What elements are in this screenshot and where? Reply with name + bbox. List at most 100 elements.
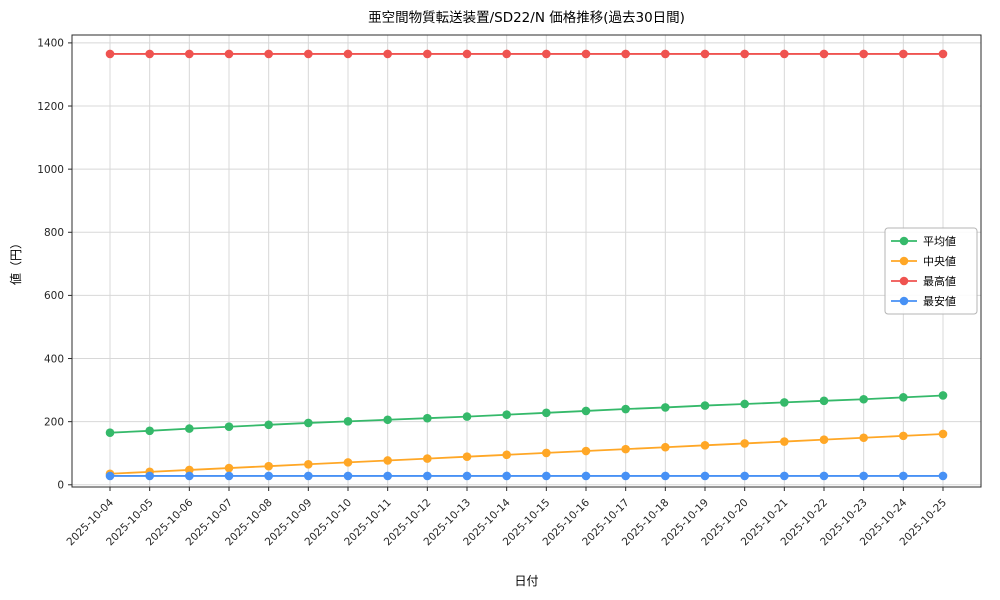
- data-point: [224, 471, 234, 481]
- data-point: [740, 399, 749, 409]
- legend-marker-icon: [899, 296, 909, 306]
- data-point: [581, 471, 591, 481]
- legend-item-1: 中央値: [891, 255, 956, 268]
- data-point: [938, 391, 948, 400]
- data-point: [304, 418, 313, 428]
- data-point: [740, 439, 749, 448]
- data-point: [105, 49, 115, 59]
- data-point: [740, 471, 749, 481]
- data-point: [264, 461, 273, 471]
- svg-text:400: 400: [44, 353, 64, 365]
- data-point: [819, 435, 829, 444]
- data-point: [899, 49, 908, 59]
- data-point: [383, 415, 392, 425]
- data-point: [224, 49, 234, 59]
- data-point: [938, 49, 948, 59]
- data-point: [938, 429, 948, 439]
- data-point: [185, 471, 194, 481]
- data-point: [938, 471, 948, 481]
- data-point: [304, 471, 313, 481]
- y-axis: 0 200 400 600 800 1000 1200 1400: [37, 38, 72, 492]
- data-point: [780, 398, 789, 407]
- data-point: [859, 394, 868, 404]
- data-point: [145, 426, 154, 436]
- data-point: [502, 450, 511, 460]
- data-point: [780, 471, 789, 481]
- data-point: [859, 471, 868, 481]
- chart-labels: 亜空間物質転送装置/SD22/N 価格推移(過去30日間) 日付 値（円）: [8, 10, 685, 588]
- data-point: [185, 49, 194, 59]
- legend-marker-icon: [899, 256, 909, 266]
- data-point: [581, 406, 591, 416]
- data-point: [185, 424, 194, 433]
- data-point: [343, 417, 353, 426]
- series-3: [105, 471, 948, 481]
- svg-text:1400: 1400: [37, 38, 64, 50]
- data-point: [343, 471, 353, 481]
- data-point: [343, 458, 353, 467]
- series-2: [105, 49, 948, 59]
- data-point: [502, 49, 511, 59]
- data-point: [462, 49, 472, 59]
- data-point: [542, 471, 551, 481]
- data-point: [700, 49, 710, 59]
- svg-text:800: 800: [44, 227, 64, 239]
- data-point: [661, 49, 670, 59]
- data-point: [621, 444, 630, 454]
- legend-label: 中央値: [923, 255, 956, 268]
- svg-text:200: 200: [44, 416, 64, 428]
- data-point: [581, 49, 591, 59]
- svg-text:1000: 1000: [37, 164, 64, 176]
- data-point: [700, 471, 710, 481]
- plot-border: [71, 34, 982, 488]
- data-point: [859, 49, 868, 59]
- data-point: [383, 49, 392, 59]
- data-point: [859, 433, 868, 443]
- data-point: [462, 471, 472, 481]
- y-axis-label: 値（円）: [8, 237, 23, 285]
- x-axis-label: 日付: [514, 574, 538, 588]
- data-point: [899, 471, 908, 481]
- legend-label: 最安値: [923, 294, 956, 308]
- data-point: [661, 403, 670, 412]
- data-point: [383, 471, 392, 481]
- data-point: [224, 463, 234, 473]
- data-point: [780, 437, 789, 446]
- svg-text:1200: 1200: [37, 101, 64, 113]
- data-point: [621, 49, 630, 59]
- svg-text:0: 0: [57, 480, 64, 492]
- data-point: [423, 413, 432, 423]
- data-point: [700, 401, 710, 410]
- data-point: [502, 471, 511, 481]
- data-point: [105, 428, 115, 438]
- data-point: [105, 471, 115, 481]
- data-point: [621, 471, 630, 481]
- data-point: [343, 49, 353, 59]
- data-point: [542, 49, 551, 59]
- data-point: [264, 420, 273, 430]
- data-point: [264, 471, 273, 481]
- chart-title: 亜空間物質転送装置/SD22/N 価格推移(過去30日間): [368, 10, 685, 26]
- data-point: [700, 441, 710, 450]
- data-point: [502, 410, 511, 420]
- data-point: [819, 396, 829, 406]
- data-point: [899, 431, 908, 441]
- legend-item-2: 最高値: [891, 274, 956, 288]
- data-point: [145, 49, 154, 59]
- data-point: [819, 471, 829, 481]
- data-point: [304, 459, 313, 469]
- data-point: [462, 412, 472, 421]
- data-point: [661, 442, 670, 452]
- data-point: [383, 456, 392, 465]
- data-point: [264, 49, 273, 59]
- data-point: [185, 465, 194, 475]
- data-point: [423, 454, 432, 463]
- svg-text:600: 600: [44, 290, 64, 302]
- legend-box: [884, 227, 978, 315]
- data-point: [542, 408, 551, 418]
- series-1: [105, 429, 948, 479]
